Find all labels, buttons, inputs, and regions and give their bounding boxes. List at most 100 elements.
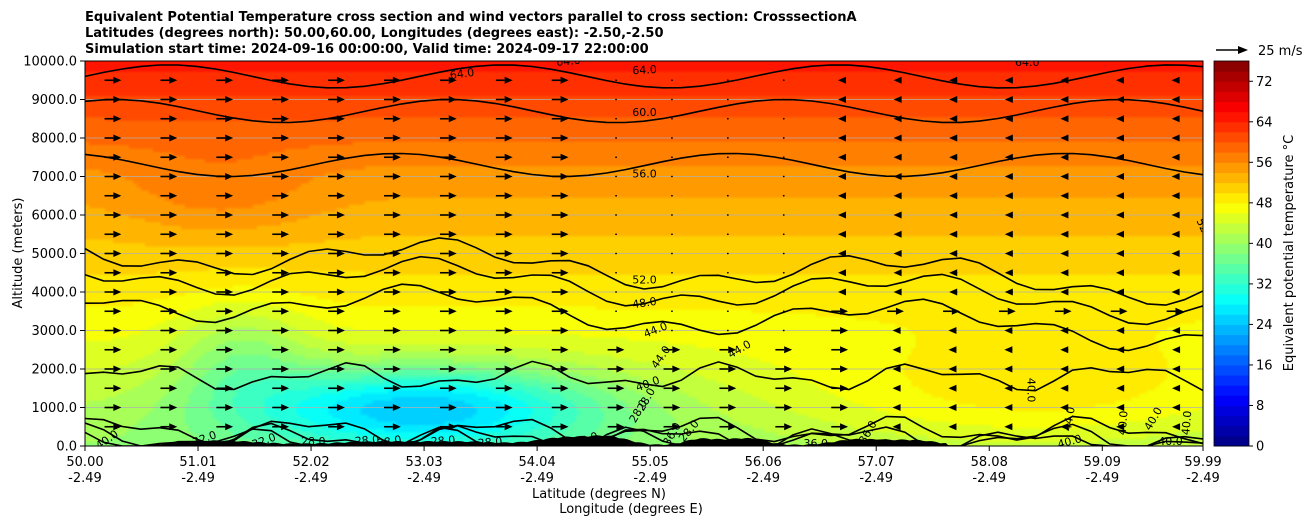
wind-vector xyxy=(439,384,457,392)
wind-vector xyxy=(495,134,513,142)
contour-line-56.0 xyxy=(85,152,1203,178)
wind-vector xyxy=(439,250,457,257)
colorbar-band xyxy=(1214,71,1249,82)
quiver-key: 25 m/s xyxy=(1216,44,1303,59)
x-tick-label-lon: -2.49 xyxy=(859,471,893,486)
wind-vector xyxy=(1116,153,1125,161)
wind-vector xyxy=(831,423,849,431)
wind-vector xyxy=(216,269,234,277)
wind-vector xyxy=(663,423,681,431)
wind-vector xyxy=(892,384,901,392)
colorbar-tick-label: 64 xyxy=(1256,115,1273,130)
colorbar-tick-label: 56 xyxy=(1256,156,1273,171)
wind-vector xyxy=(1116,134,1125,142)
wind-vector xyxy=(104,307,122,315)
wind-vector xyxy=(1171,76,1180,84)
colorbar-band xyxy=(1214,435,1249,447)
wind-vector xyxy=(726,310,729,313)
wind-vector xyxy=(328,365,345,373)
wind-vector xyxy=(551,423,569,431)
x-tick-label-lon: -2.49 xyxy=(1186,471,1220,486)
wind-vector xyxy=(893,192,902,200)
wind-vector xyxy=(104,346,122,354)
wind-vector xyxy=(104,404,122,411)
wind-vector xyxy=(1116,404,1125,411)
wind-vector xyxy=(949,134,958,142)
wind-vector xyxy=(1004,230,1013,238)
wind-vector xyxy=(782,310,785,313)
wind-vector xyxy=(328,76,345,84)
wind-vector xyxy=(104,173,122,180)
wind-vector xyxy=(1172,346,1181,354)
wind-vector xyxy=(104,327,122,334)
x-tick-label-lon: -2.49 xyxy=(407,471,441,486)
wind-vector xyxy=(551,230,569,238)
contour-label: 40.0 xyxy=(1025,378,1038,403)
wind-vector xyxy=(384,327,401,334)
wind-vector xyxy=(1060,288,1069,296)
wind-vector xyxy=(328,211,345,219)
wind-vector xyxy=(671,117,673,120)
wind-vector xyxy=(384,211,401,219)
x-tick-label-lat: 55.05 xyxy=(632,455,669,470)
contour-line-36.0 xyxy=(85,415,1203,446)
wind-vector xyxy=(838,211,847,219)
wind-vector xyxy=(1116,250,1125,257)
wind-vector xyxy=(1060,211,1069,219)
wind-vector xyxy=(1172,423,1181,431)
y-tick-label: 6000.0 xyxy=(32,209,78,224)
wind-vector xyxy=(949,96,958,103)
colorbar-tick-label: 8 xyxy=(1256,399,1264,414)
x-tick-label-lat: 59.09 xyxy=(1084,455,1121,470)
y-tick-label: 5000.0 xyxy=(32,247,78,262)
wind-vector xyxy=(948,346,957,354)
wind-vector xyxy=(1060,384,1069,392)
contour-line-44.0 xyxy=(85,283,1203,352)
contour-label: 48.0 xyxy=(631,295,657,311)
wind-vector xyxy=(838,153,847,161)
wind-vector xyxy=(775,346,793,354)
x-tick-label-lat: 56.06 xyxy=(745,455,782,470)
wind-vector xyxy=(104,365,122,373)
wind-vector xyxy=(831,346,849,354)
y-tick-label: 2000.0 xyxy=(32,363,78,378)
wind-vector xyxy=(831,307,849,315)
wind-vector xyxy=(439,346,457,354)
wind-vector xyxy=(782,79,785,82)
wind-vectors xyxy=(104,76,1184,431)
y-tick-label: 8000.0 xyxy=(32,132,78,147)
wind-vector xyxy=(949,230,958,238)
wind-vector xyxy=(551,115,569,123)
wind-vector xyxy=(1171,134,1180,142)
wind-vector xyxy=(328,173,345,180)
wind-vector xyxy=(663,404,681,411)
wind-vector xyxy=(1171,173,1180,180)
wind-vector xyxy=(104,76,122,84)
x-tick-label-lon: -2.49 xyxy=(520,471,554,486)
colorbar-band xyxy=(1214,223,1249,234)
quiver-key-arrow-head xyxy=(1238,46,1248,54)
wind-vector xyxy=(607,346,625,354)
wind-vector xyxy=(272,211,290,219)
wind-vector xyxy=(495,307,513,315)
wind-vector xyxy=(671,137,673,139)
wind-vector xyxy=(948,327,957,334)
wind-vector xyxy=(1004,211,1013,219)
x-tick-label-lat: 50.00 xyxy=(66,455,103,470)
wind-vector xyxy=(892,365,901,373)
colorbar-band xyxy=(1214,121,1249,133)
wind-vector xyxy=(495,423,513,431)
wind-vector xyxy=(216,96,234,103)
wind-vector xyxy=(272,134,290,142)
wind-vector xyxy=(1116,327,1125,334)
contour-line-48.0 xyxy=(85,255,1203,326)
wind-vector xyxy=(775,423,793,431)
wind-vector xyxy=(671,214,673,216)
wind-vector xyxy=(216,307,234,315)
contour-lines xyxy=(85,64,1203,446)
chart-title-line-1: Equivalent Potential Temperature cross s… xyxy=(85,10,857,25)
wind-vector xyxy=(726,79,729,82)
wind-vector xyxy=(384,192,401,200)
wind-vector xyxy=(838,192,847,200)
